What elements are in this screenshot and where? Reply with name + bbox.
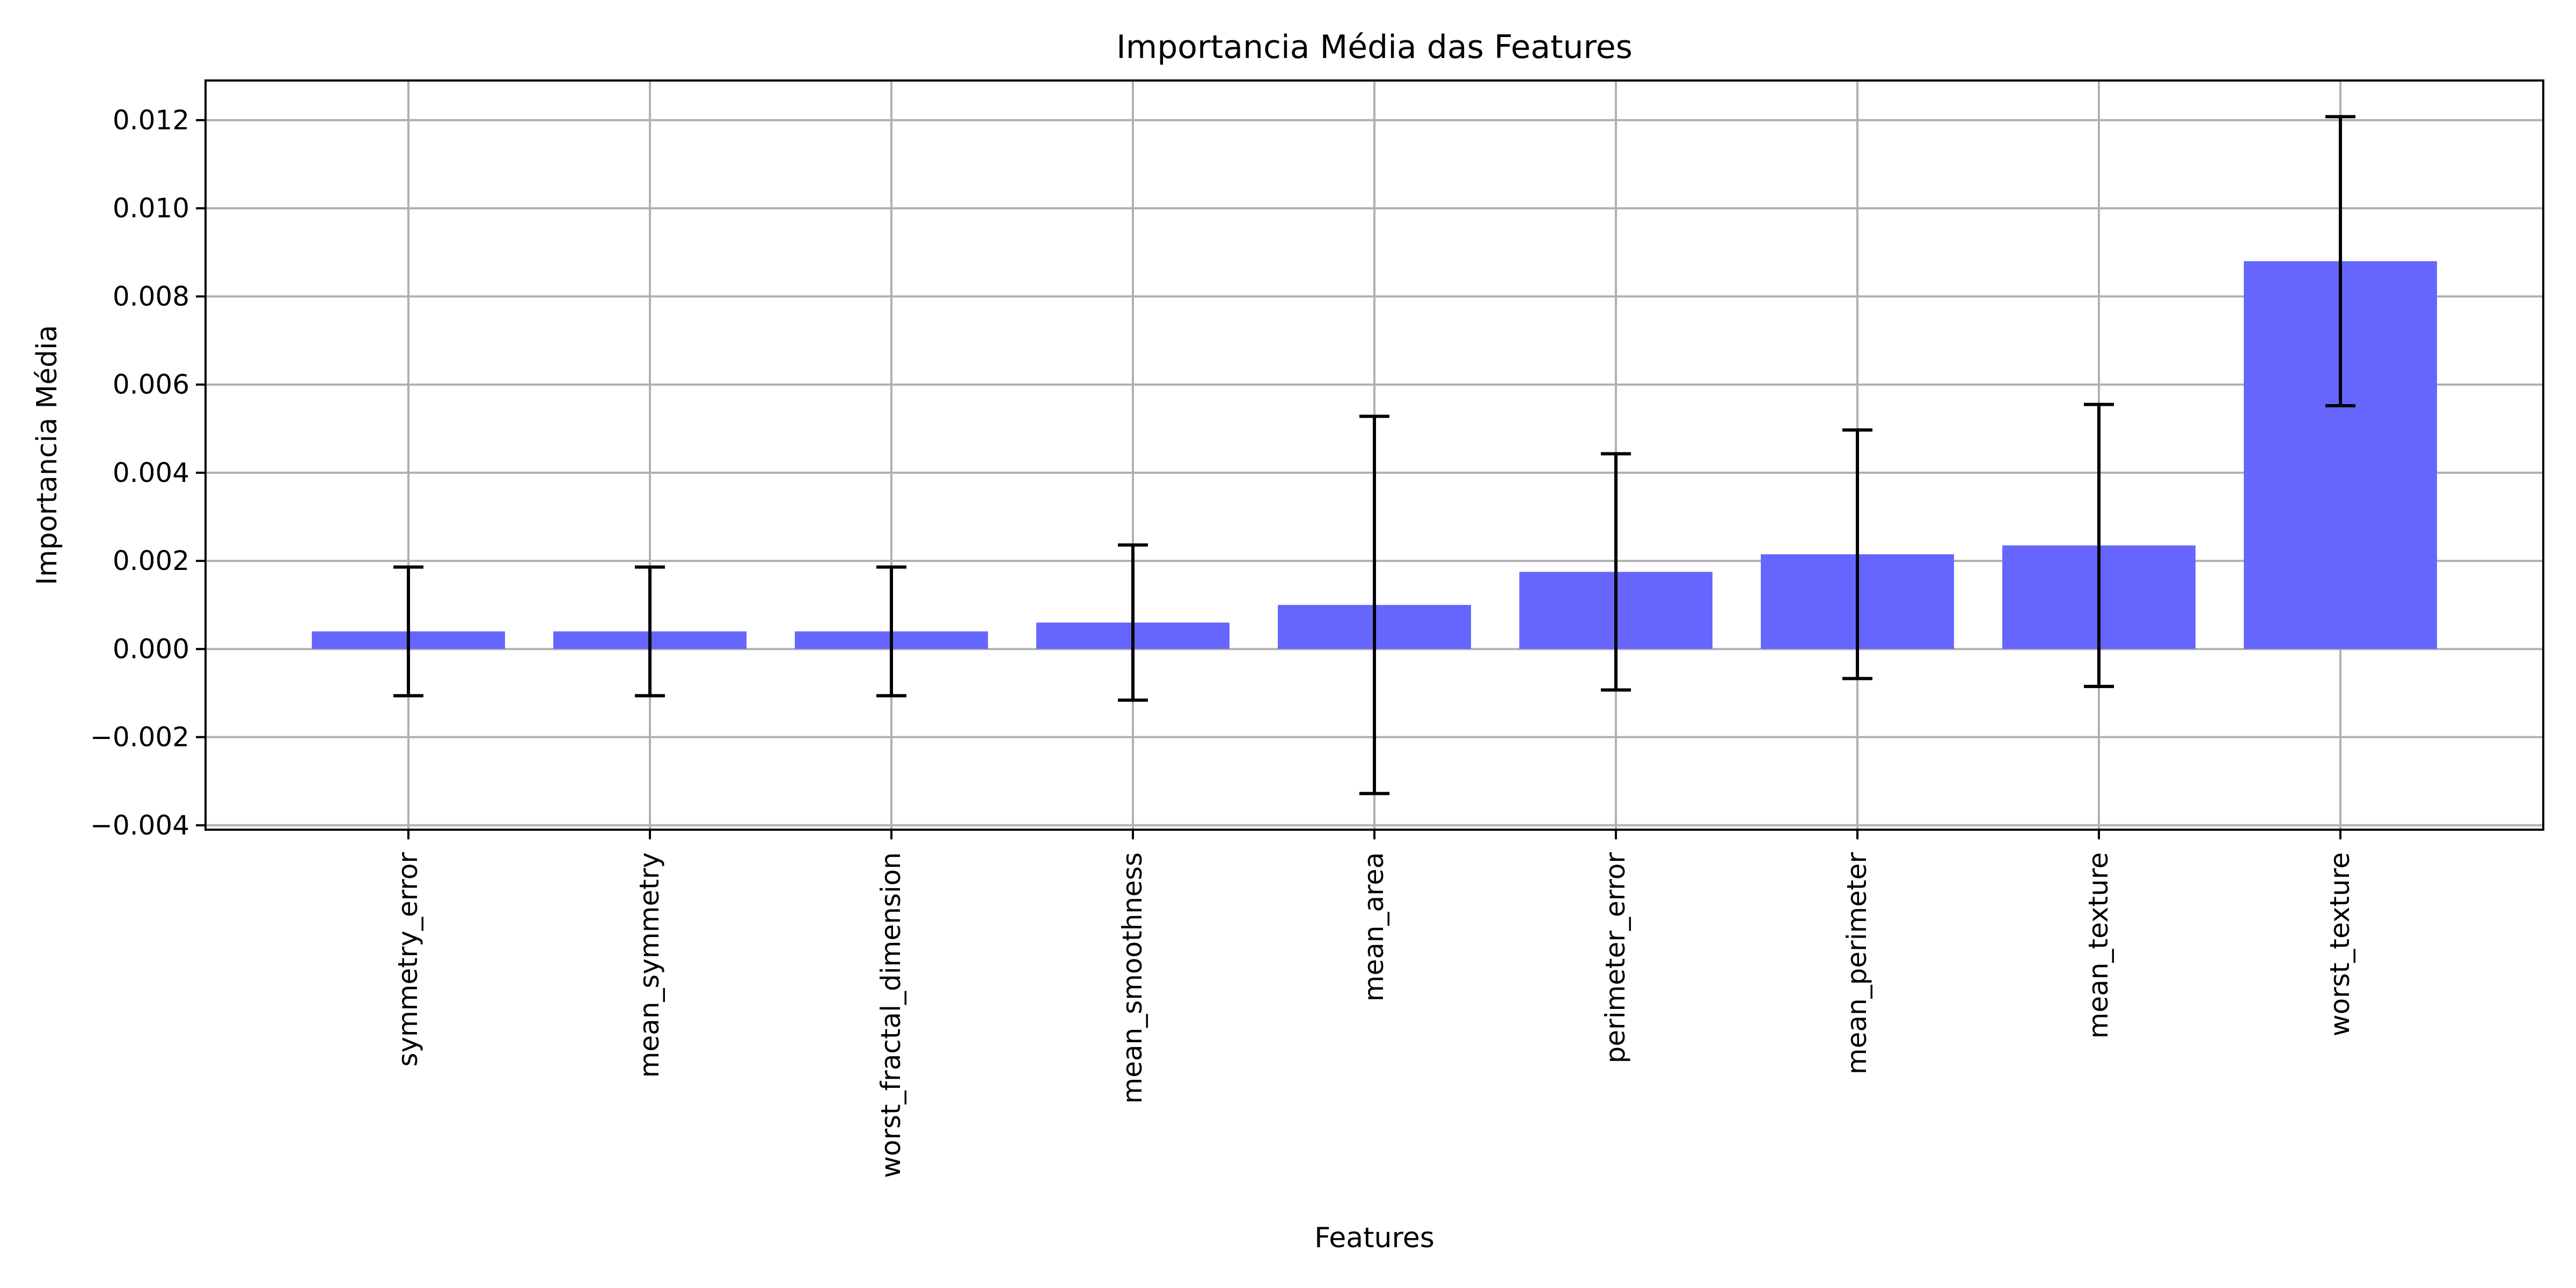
y-tick-label: 0.006 <box>113 369 189 400</box>
y-tick-label: 0.010 <box>113 193 189 224</box>
x-tick-label: mean_perimeter <box>1841 852 1872 1075</box>
x-tick-label: worst_texture <box>2324 852 2355 1036</box>
x-axis-ticks: symmetry_error mean_symmetry worst_fractal… <box>392 830 2355 1178</box>
y-axis-label: Importancia Média <box>31 325 63 585</box>
x-tick-label: mean_area <box>1358 852 1389 1001</box>
y-tick-label: −0.002 <box>90 722 189 753</box>
y-tick-label: 0.008 <box>113 281 189 312</box>
x-tick-label: perimeter_error <box>1600 852 1631 1064</box>
error-bars-layer <box>393 115 2355 795</box>
x-tick-label: mean_symmetry <box>634 852 665 1078</box>
x-tick-label: mean_smoothness <box>1117 852 1148 1104</box>
chart-title: Importancia Média das Features <box>1116 28 1633 66</box>
x-tick-label: worst_fractal_dimension <box>875 852 906 1178</box>
y-tick-label: −0.004 <box>90 810 189 841</box>
y-tick-label: 0.002 <box>113 545 189 576</box>
x-axis-label: Features <box>1314 1222 1435 1254</box>
y-axis-ticks: −0.004 −0.002 0.000 0.002 0.004 0.006 0.008 0.0… <box>90 105 206 841</box>
x-tick-label: mean_texture <box>2083 852 2114 1038</box>
x-tick-label: symmetry_error <box>392 852 423 1067</box>
y-tick-label: 0.004 <box>113 457 189 488</box>
y-tick-label: 0.012 <box>113 105 189 136</box>
y-tick-label: 0.000 <box>113 633 189 664</box>
